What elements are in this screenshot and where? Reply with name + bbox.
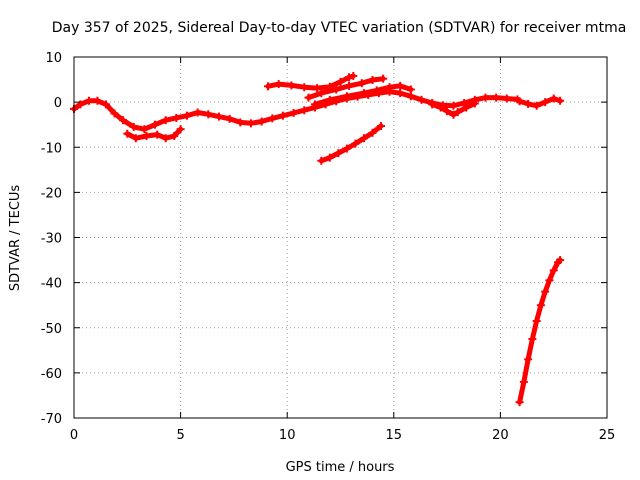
y-tick-label: -20 bbox=[41, 186, 62, 201]
data-series bbox=[70, 71, 565, 407]
y-tick-label: 0 bbox=[54, 96, 62, 111]
y-tick-label: -60 bbox=[41, 367, 62, 382]
y-tick-label: -70 bbox=[41, 412, 62, 427]
axis-ticks: 0 5 10 15 20 25 10 0 -10 -20 -30 -40 -50 -60 -70 bbox=[41, 51, 616, 443]
series-mid-descent bbox=[317, 122, 386, 165]
series-upper-arc bbox=[264, 71, 358, 93]
x-tick-label: 0 bbox=[70, 428, 78, 443]
series-main-band bbox=[70, 87, 522, 134]
chart-title: Day 357 of 2025, Sidereal Day-to-day VTE… bbox=[52, 20, 627, 36]
series-early-dip bbox=[123, 125, 185, 143]
y-tick-label: -50 bbox=[41, 322, 62, 337]
y-axis-label: SDTVAR / TECUs bbox=[8, 185, 23, 292]
series-steep-line bbox=[515, 256, 565, 407]
x-tick-label: 20 bbox=[492, 428, 509, 443]
series-afternoon-dip bbox=[428, 99, 479, 119]
series-rising-streak-2 bbox=[310, 81, 415, 109]
x-axis-label: GPS time / hours bbox=[286, 460, 395, 475]
x-tick-label: 5 bbox=[176, 428, 184, 443]
y-tick-label: -30 bbox=[41, 232, 62, 247]
x-tick-label: 15 bbox=[386, 428, 403, 443]
y-tick-label: -10 bbox=[41, 141, 62, 156]
series-rising-streak-1 bbox=[304, 74, 388, 102]
series-late-segment bbox=[515, 94, 565, 110]
y-tick-label: -40 bbox=[41, 277, 62, 292]
y-tick-label: 10 bbox=[45, 51, 62, 66]
x-tick-label: 25 bbox=[599, 428, 616, 443]
x-tick-label: 10 bbox=[279, 428, 296, 443]
series-line bbox=[517, 257, 563, 405]
